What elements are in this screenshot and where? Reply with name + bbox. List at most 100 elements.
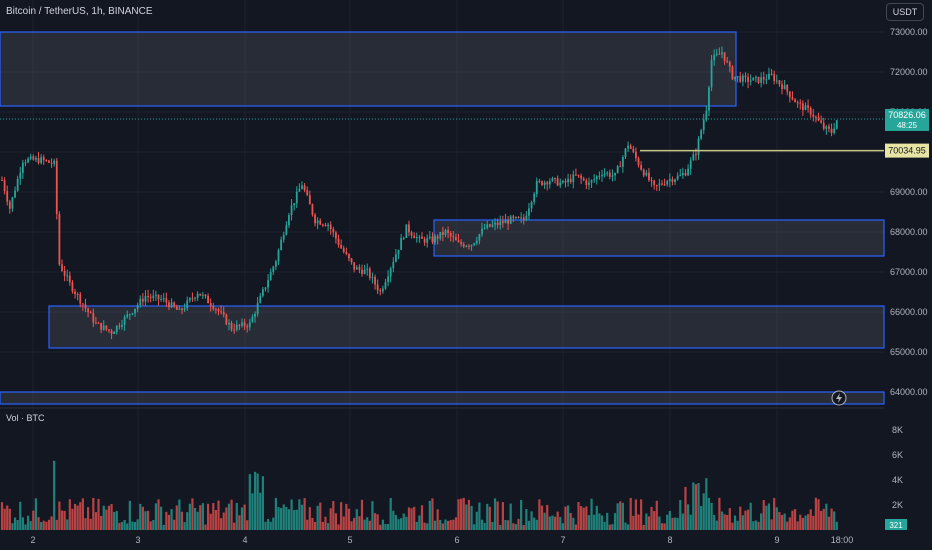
volume-bar xyxy=(186,512,189,530)
candle-body xyxy=(807,105,809,108)
candle-body xyxy=(833,128,836,133)
candle-body xyxy=(439,231,442,239)
volume-bar xyxy=(496,501,499,530)
candle-body xyxy=(582,178,585,181)
candle-body xyxy=(551,178,554,182)
volume-bar xyxy=(488,506,491,530)
volume-bar xyxy=(806,514,810,530)
volume-bar xyxy=(512,523,515,530)
volume-bar xyxy=(360,499,364,530)
candle-body xyxy=(804,105,807,111)
candle-body xyxy=(288,214,290,226)
volume-bar xyxy=(29,521,32,530)
volume-bar xyxy=(180,511,184,530)
candle-body xyxy=(246,326,249,328)
volume-bar xyxy=(209,513,212,530)
candle-body xyxy=(379,290,382,292)
volume-bar xyxy=(37,517,40,530)
candle-body xyxy=(736,76,739,78)
volume-bar xyxy=(475,511,478,530)
volume-bar xyxy=(433,520,437,530)
volume-bar xyxy=(269,521,272,530)
volume-bar xyxy=(517,518,520,530)
volume-bar xyxy=(313,521,317,530)
price-tick-label: 67000.00 xyxy=(890,267,928,277)
candle-body xyxy=(27,158,29,163)
volume-bar xyxy=(754,520,758,530)
candle-body xyxy=(134,308,136,314)
volume-bar xyxy=(76,505,79,530)
volume-bar xyxy=(42,520,45,530)
candle-body xyxy=(721,52,723,54)
candle-body xyxy=(809,107,812,115)
candle-body xyxy=(632,148,635,152)
candle-body xyxy=(822,122,825,129)
countdown-value: 48:25 xyxy=(897,121,918,130)
volume-bar xyxy=(486,503,489,530)
candle-body xyxy=(533,193,536,202)
candle-body xyxy=(507,220,509,224)
volume-bar xyxy=(97,498,100,530)
volume-bar xyxy=(577,502,580,530)
candle-body xyxy=(538,181,541,183)
candle-body xyxy=(355,267,358,270)
candle-body xyxy=(661,183,663,185)
candle-body xyxy=(272,266,275,272)
volume-bar xyxy=(566,505,570,530)
price-tick-label: 64000.00 xyxy=(890,387,928,397)
volume-bar xyxy=(126,523,129,530)
candle-body xyxy=(676,175,679,180)
candle-body xyxy=(658,183,661,186)
candle-body xyxy=(559,182,562,186)
candle-body xyxy=(718,53,721,55)
volume-bar xyxy=(835,521,838,530)
candle-body xyxy=(358,267,361,270)
volume-bar xyxy=(11,523,14,530)
volume-bar xyxy=(616,503,619,530)
volume-bar xyxy=(642,524,645,530)
volume-bar xyxy=(123,519,126,530)
volume-bar xyxy=(611,524,614,530)
volume-bar xyxy=(666,514,669,530)
candle-body xyxy=(392,261,395,269)
volume-bar xyxy=(319,502,322,530)
volume-bar xyxy=(392,510,395,530)
time-tick-label: 7 xyxy=(560,535,565,545)
volume-bar xyxy=(686,504,690,530)
candle-body xyxy=(611,175,614,177)
candle-body xyxy=(830,128,833,133)
candle-body xyxy=(188,298,191,301)
volume-bar xyxy=(645,513,648,530)
volume-bar xyxy=(454,517,458,530)
volume-bar xyxy=(144,511,147,530)
volume-bar xyxy=(817,499,820,530)
volume-bar xyxy=(621,502,624,530)
time-tick-label: 8 xyxy=(667,535,672,545)
volume-bar xyxy=(79,502,82,530)
candle-body xyxy=(410,232,413,236)
volume-bar xyxy=(50,516,53,530)
volume-bar xyxy=(491,522,494,530)
volume-bar xyxy=(572,517,575,530)
candle-body xyxy=(580,175,583,179)
volume-bar xyxy=(538,499,541,530)
volume-bar xyxy=(115,510,118,530)
volume-bar xyxy=(705,478,708,530)
volume-bar xyxy=(626,524,630,530)
candle-body xyxy=(614,172,616,176)
candle-body xyxy=(606,172,609,174)
volume-bar xyxy=(546,504,549,530)
volume-bar xyxy=(201,503,204,530)
candle-body xyxy=(794,99,796,103)
currency-button[interactable]: USDT xyxy=(886,3,924,21)
candle-body xyxy=(650,180,653,182)
volume-bar xyxy=(702,493,705,530)
candle-body xyxy=(671,179,674,182)
candle-body xyxy=(79,294,82,304)
candle-body xyxy=(144,296,147,302)
candle-body xyxy=(436,236,439,239)
volume-bar xyxy=(350,521,353,530)
candle-body xyxy=(470,245,473,247)
volume-bar xyxy=(60,510,64,530)
